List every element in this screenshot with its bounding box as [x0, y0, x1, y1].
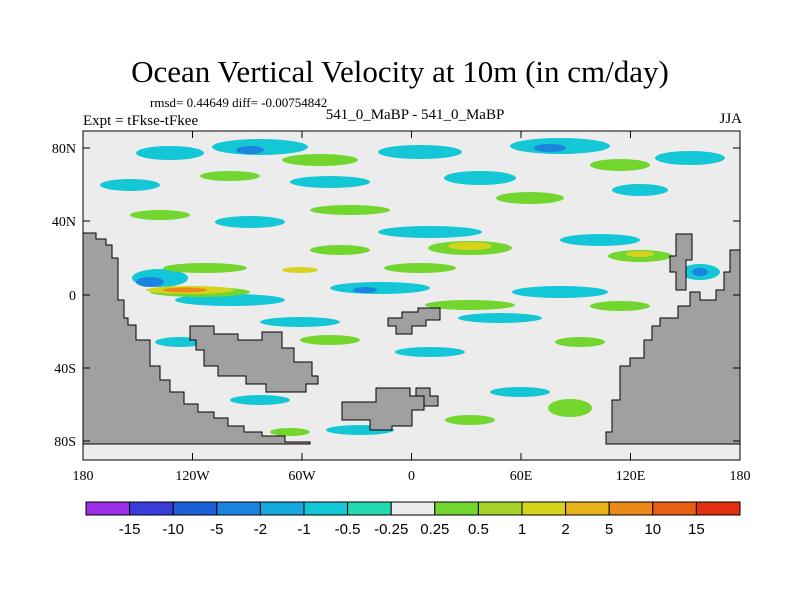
lat-label-80n: 80N: [52, 142, 76, 157]
colorbar-label: -0.5: [335, 521, 361, 538]
longitude-labels: 180 120W 60W 0 60E 120E 180: [73, 469, 751, 484]
colorbar-label: 0.25: [420, 521, 449, 538]
lon-label-0: 0: [408, 469, 415, 484]
colorbar-label: -10: [162, 521, 184, 538]
colorbar-swatch: [347, 501, 392, 516]
lat-label-40s: 40S: [54, 362, 76, 377]
colorbar-label: 1: [518, 521, 526, 538]
colorbar-label: -2: [254, 521, 267, 538]
colorbar-label: 15: [688, 521, 705, 538]
rmsd-diff-stats: rmsd= 0.44649 diff= -0.00754842: [150, 95, 328, 110]
colorbar-label: 5: [605, 521, 613, 538]
velocity-field: [83, 138, 740, 445]
lon-label-60e: 60E: [510, 469, 533, 484]
experiment-label: Expt = tFkse-tFkee: [83, 113, 199, 129]
colorbar-swatch: [216, 501, 261, 516]
max-positive-core: [163, 287, 207, 293]
colorbar-swatch: [259, 501, 305, 516]
colorbar-label: -1: [297, 521, 310, 538]
colorbar-label: 2: [561, 521, 569, 538]
lon-label-120e: 120E: [616, 469, 646, 484]
latitude-ticks: [83, 147, 740, 442]
colorbar-label: -15: [119, 521, 141, 538]
colorbar-swatch: [477, 501, 523, 516]
lon-label-60w: 60W: [288, 469, 316, 484]
colorbar-swatch: [434, 501, 479, 516]
landmass-central: [387, 307, 441, 335]
land-masses: [83, 232, 740, 445]
colorbar-swatch: [390, 501, 436, 516]
colorbar-swatch: [85, 501, 131, 516]
longitude-ticks: [82, 131, 741, 460]
lat-label-eq: 0: [69, 289, 76, 304]
comparison-label: 541_0_MaBP - 541_0_MaBP: [325, 107, 505, 123]
landmass-east: [605, 233, 740, 445]
map-panel: 80N 40N 0 40S 80S 180 120W 60W 0 60E 120…: [52, 130, 751, 484]
colorbar-label: 0.5: [468, 521, 489, 538]
lat-label-40n: 40N: [52, 215, 76, 230]
lat-label-80s: 80S: [54, 435, 76, 450]
negative-anomaly-streaks: [100, 138, 725, 435]
colorbar-swatch: [565, 501, 610, 516]
colorbar-swatch: [695, 501, 741, 516]
colorbar-swatch: [129, 501, 174, 516]
strong-negative-cores: [136, 144, 708, 293]
colorbar-swatch: [652, 501, 697, 516]
landmass-south-islet: [415, 387, 439, 407]
colorbar-swatch: [608, 501, 654, 516]
colorbar-label: -5: [210, 521, 223, 538]
season-label: JJA: [719, 111, 742, 127]
landmass-south-west: [189, 325, 319, 393]
latitude-labels: 80N 40N 0 40S 80S: [52, 142, 76, 450]
lon-label-180e: 180: [730, 469, 751, 484]
landmass-east-peninsula: [669, 233, 693, 291]
landmass-south-central: [341, 387, 425, 431]
lon-label-180w: 180: [73, 469, 94, 484]
colorbar-swatch: [303, 501, 349, 516]
colorbar-swatch: [521, 501, 567, 516]
colorbar: -15 -10 -5 -2 -1 -0.5 -0.25 0.25 0.5 1 2 5 10 15: [85, 501, 741, 538]
colorbar-swatch: [172, 501, 218, 516]
landmass-west: [83, 232, 311, 445]
lon-label-120w: 120W: [175, 469, 210, 484]
colorbar-label: 10: [644, 521, 661, 538]
colorbar-label: -0.25: [374, 521, 408, 538]
plot-title: Ocean Vertical Velocity at 10m (in cm/da…: [131, 54, 669, 89]
